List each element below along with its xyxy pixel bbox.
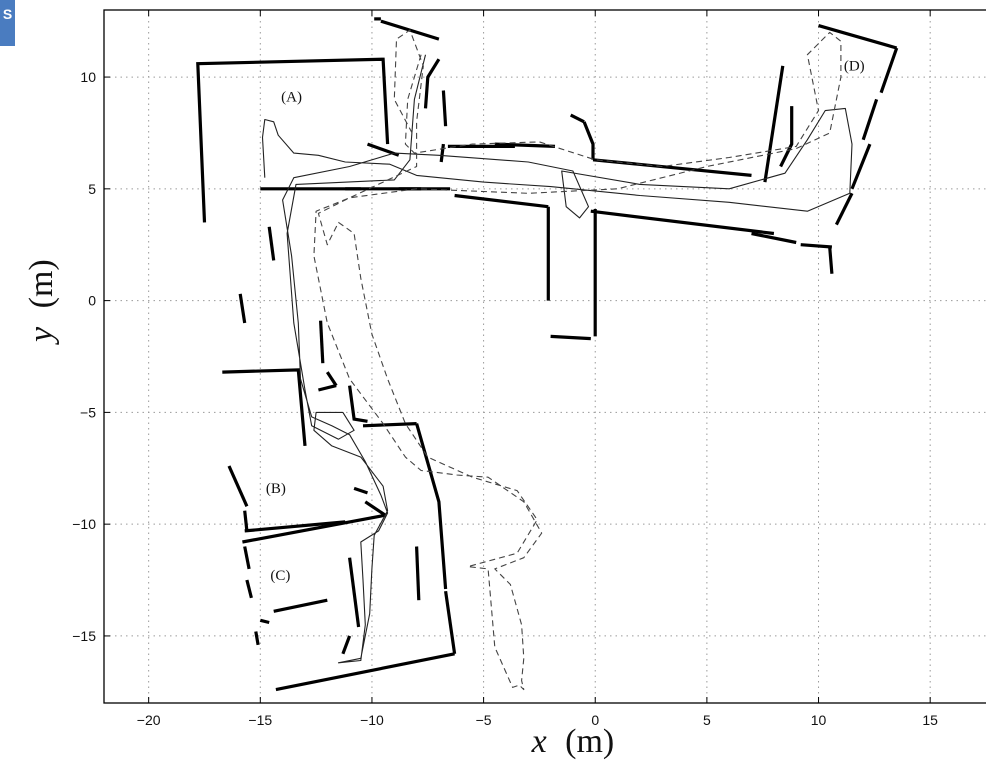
region-label: (D)	[844, 58, 865, 74]
y-axis-symbol: y	[23, 326, 60, 345]
y-tick-label: 5	[88, 181, 96, 197]
wall-segment	[828, 246, 834, 274]
trajectory-dashed	[313, 29, 842, 691]
wall-segment	[319, 320, 325, 364]
wall-segment	[353, 486, 369, 495]
wall-segment	[444, 590, 457, 655]
x-axis-symbol: x	[531, 723, 547, 760]
grid-lines	[104, 10, 986, 703]
y-tick-label: −5	[80, 404, 96, 420]
x-tick-label: 10	[811, 712, 827, 728]
wall-segment	[861, 98, 879, 141]
plot-frame	[103, 9, 986, 704]
wall-segment	[751, 231, 797, 245]
x-tick-label: 15	[922, 712, 938, 728]
x-axis-label: x (m)	[531, 723, 615, 760]
wall-segment	[238, 293, 247, 324]
wall-segment	[850, 143, 872, 190]
wall-segment	[569, 113, 585, 124]
wall-segment	[415, 423, 448, 590]
region-label: (B)	[266, 481, 286, 497]
x-tick-label: −15	[248, 712, 272, 728]
map-walls	[196, 17, 899, 692]
wall-segment	[779, 106, 794, 168]
trajectory-series	[261, 29, 853, 691]
y-tick-label: 10	[80, 69, 96, 85]
corner-badge: S	[0, 0, 15, 46]
y-tick-label: −10	[72, 516, 96, 532]
wall-segment	[227, 465, 249, 507]
y-axis-unit: (m)	[23, 259, 60, 308]
y-tick-label: −15	[72, 628, 96, 644]
region-label: (C)	[270, 568, 290, 584]
wall-segment	[244, 520, 346, 533]
wall-segment	[254, 631, 260, 646]
wall-segment	[423, 58, 441, 109]
x-tick-label: −10	[360, 712, 384, 728]
wall-segment	[494, 142, 556, 148]
wall-segment	[415, 546, 421, 601]
y-axis-label: y (m)	[23, 259, 60, 345]
region-label: (A)	[281, 90, 302, 106]
wall-segment	[879, 47, 899, 94]
x-tick-label: 0	[591, 712, 599, 728]
wall-segment	[439, 143, 445, 163]
wall-segment	[818, 24, 898, 50]
wall-segment	[441, 90, 448, 127]
x-tick-label: −5	[476, 712, 492, 728]
y-tick-label: 0	[88, 293, 96, 309]
x-tick-label: −20	[137, 712, 161, 728]
wall-segment	[245, 579, 253, 599]
wall-segment	[834, 192, 854, 226]
x-axis-unit: (m)	[565, 723, 614, 760]
x-tick-label: 5	[703, 712, 711, 728]
wall-segment	[348, 385, 368, 423]
wall-segment	[325, 371, 338, 387]
wall-segment	[196, 57, 390, 223]
wall-segment	[267, 226, 276, 261]
trajectory-solid	[261, 54, 853, 664]
axis-ticks: −20 −15 −10 −5 0 5 10 15 −15 −10 −5 0 5 10	[72, 10, 938, 728]
wall-segment	[763, 65, 785, 183]
wall-segment	[341, 635, 352, 655]
wall-segment	[222, 368, 307, 447]
wall-segment	[364, 500, 387, 517]
wall-segment	[582, 121, 595, 160]
wall-segment	[243, 510, 249, 532]
wall-segment	[273, 598, 328, 613]
wall-segment	[800, 243, 833, 249]
region-labels: (A) (B) (C) (D)	[266, 58, 865, 584]
wall-segment	[259, 618, 270, 625]
wall-segment	[242, 513, 386, 544]
wall-segment	[275, 652, 455, 692]
wall-segment	[348, 557, 361, 628]
wall-segment	[550, 334, 591, 341]
wall-segment	[318, 384, 337, 392]
wall-segment	[590, 209, 775, 236]
wall-segment	[362, 422, 417, 428]
wall-segment	[243, 546, 251, 570]
wall-segment	[454, 193, 549, 209]
